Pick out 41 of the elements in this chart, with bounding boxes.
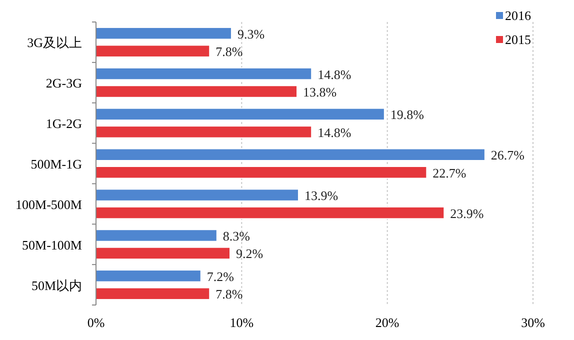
- x-tick-label: 30%: [521, 315, 546, 330]
- x-tick-label: 0%: [87, 315, 105, 330]
- bar: [96, 26, 232, 40]
- bar: [96, 67, 312, 80]
- data-label: 7.8%: [216, 44, 243, 60]
- data-label: 14.8%: [318, 124, 352, 140]
- y-tick-label: 500M-1G: [30, 156, 82, 172]
- bar: [96, 270, 202, 282]
- legend-label: 2015: [505, 32, 531, 47]
- data-label: 23.9%: [450, 206, 484, 221]
- bar: [96, 126, 312, 138]
- legend-label: 2016: [505, 8, 532, 23]
- data-label: 9.3%: [237, 26, 265, 42]
- data-label: 13.8%: [303, 84, 337, 100]
- data-label: 8.3%: [222, 228, 250, 244]
- data-label: 13.9%: [304, 188, 338, 204]
- bar: [96, 108, 385, 121]
- bar: [96, 85, 298, 98]
- data-label: 19.8%: [390, 107, 424, 122]
- bar: [96, 206, 445, 220]
- y-tick-label: 2G-3G: [46, 76, 82, 91]
- bar: [96, 148, 486, 161]
- data-label: 7.8%: [216, 286, 243, 302]
- bar: [96, 166, 428, 179]
- x-tick-label: 20%: [375, 315, 400, 330]
- bar: [96, 188, 299, 202]
- data-label: 22.7%: [432, 165, 466, 180]
- data-label: 7.2%: [206, 268, 234, 284]
- bar: [96, 44, 210, 58]
- data-label: 9.2%: [236, 246, 264, 262]
- y-tick-label: 50M以内: [31, 278, 82, 293]
- y-tick-label: 100M-500M: [16, 196, 82, 212]
- data-label: 14.8%: [318, 66, 352, 82]
- bar: [96, 287, 210, 300]
- y-tick-label: 1G-2G: [46, 116, 82, 132]
- bar: [96, 246, 231, 260]
- y-tick-label: 50M-100M: [22, 237, 82, 252]
- y-tick-label: 3G及以上: [27, 35, 82, 50]
- data-label: 26.7%: [490, 148, 525, 163]
- x-tick-label: 10%: [230, 315, 254, 330]
- bar: [96, 229, 218, 242]
